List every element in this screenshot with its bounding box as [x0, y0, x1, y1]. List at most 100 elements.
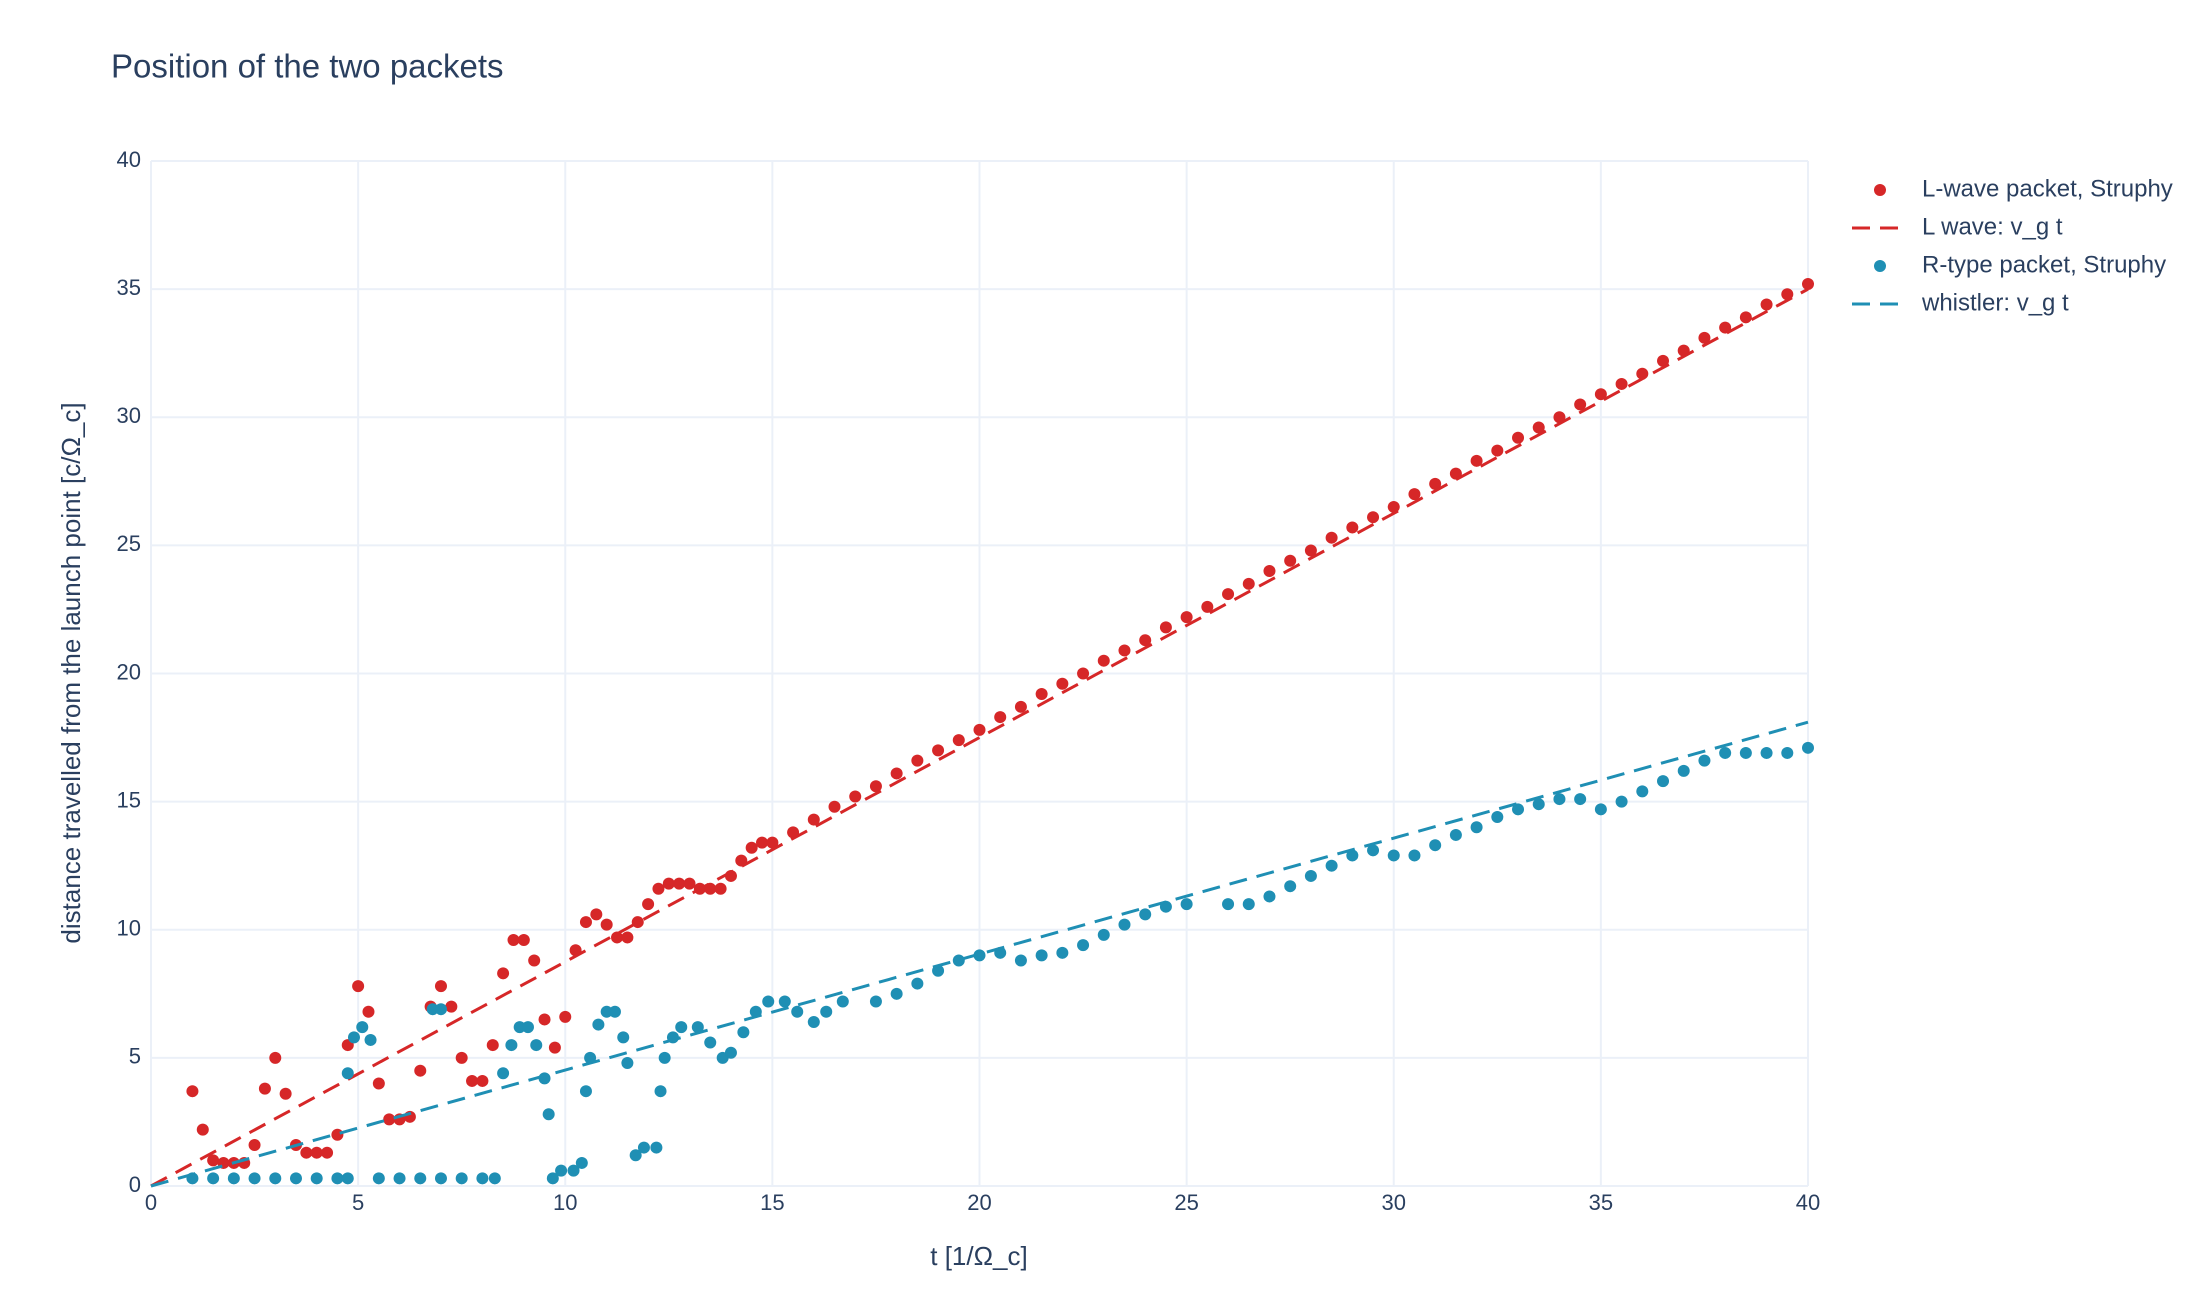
point — [617, 1031, 630, 1044]
point — [973, 949, 986, 962]
point — [869, 780, 882, 793]
point — [310, 1146, 323, 1159]
point — [1802, 278, 1814, 290]
point — [445, 1000, 458, 1013]
point — [828, 800, 841, 813]
point — [1263, 890, 1276, 903]
point — [269, 1051, 282, 1064]
point — [590, 908, 603, 921]
point — [820, 1005, 833, 1018]
point — [1242, 898, 1255, 911]
y-tick-label: 10 — [117, 916, 141, 941]
point — [608, 1005, 621, 1018]
legend-label: whistler: v_g t — [1921, 289, 2069, 316]
point — [555, 1164, 568, 1177]
point — [248, 1172, 261, 1185]
grid: 0 5 10 15 20 25 30 35 40 0 5 10 15 20 25 30 35 40 — [117, 147, 1821, 1215]
point — [1387, 500, 1400, 513]
point — [364, 1033, 377, 1046]
point — [890, 767, 903, 780]
point — [1553, 411, 1566, 424]
point — [1180, 898, 1193, 911]
point — [994, 711, 1007, 724]
point — [691, 1021, 704, 1034]
point — [1325, 531, 1338, 544]
point — [869, 995, 882, 1008]
point — [1014, 700, 1027, 713]
point — [1657, 775, 1670, 788]
point — [579, 1085, 592, 1098]
point — [546, 1172, 559, 1185]
point — [973, 723, 986, 736]
point — [1180, 611, 1193, 624]
point — [1532, 421, 1545, 434]
point — [1760, 746, 1773, 759]
point — [1739, 746, 1752, 759]
point — [1698, 331, 1711, 344]
point — [849, 790, 862, 803]
point — [836, 995, 849, 1008]
y-tick-label: 40 — [117, 147, 141, 172]
point — [1698, 754, 1711, 767]
point — [538, 1013, 551, 1026]
point — [476, 1172, 489, 1185]
point — [911, 977, 924, 990]
point — [1574, 793, 1587, 806]
y-tick-label: 15 — [117, 787, 141, 812]
point — [745, 841, 758, 854]
point — [258, 1082, 271, 1095]
point — [1201, 600, 1214, 613]
y-tick-label: 20 — [117, 659, 141, 684]
point — [675, 1021, 688, 1034]
point — [393, 1172, 406, 1185]
point — [559, 1010, 572, 1023]
point — [1615, 795, 1628, 808]
point — [227, 1172, 240, 1185]
x-axis-label: t [1/Ω_c] — [930, 1241, 1027, 1271]
point — [486, 1039, 499, 1052]
point — [1491, 811, 1504, 823]
point — [1118, 918, 1131, 931]
point — [1159, 621, 1172, 634]
point — [548, 1041, 561, 1054]
point — [654, 1085, 667, 1098]
point — [766, 836, 779, 849]
legend-symbol — [1874, 184, 1886, 196]
point — [466, 1074, 479, 1087]
legend-label: L wave: v_g t — [1922, 213, 2063, 240]
point — [1367, 511, 1380, 524]
chart-title: Position of the two packets — [111, 48, 504, 85]
point — [621, 1057, 634, 1069]
legend-label: R-type packet, Struphy — [1922, 251, 2166, 278]
point — [521, 1021, 534, 1034]
point — [414, 1064, 427, 1077]
point — [1677, 764, 1690, 777]
point — [248, 1139, 261, 1151]
point — [1636, 367, 1649, 380]
point — [426, 1003, 439, 1016]
point — [1014, 954, 1027, 967]
point — [1346, 521, 1359, 534]
point — [1470, 821, 1483, 834]
point — [352, 980, 365, 993]
x-tick-label: 30 — [1382, 1190, 1406, 1215]
point — [1035, 688, 1048, 700]
point — [414, 1172, 427, 1185]
point — [1325, 859, 1338, 872]
x-tick-label: 0 — [145, 1190, 157, 1215]
point — [1304, 869, 1317, 882]
point — [279, 1087, 292, 1100]
point — [347, 1031, 360, 1044]
point — [196, 1123, 209, 1136]
point — [488, 1172, 501, 1185]
point — [269, 1172, 282, 1185]
point — [1387, 849, 1400, 862]
point — [507, 934, 520, 946]
point — [1408, 849, 1421, 862]
point — [1056, 946, 1069, 959]
point — [1739, 311, 1752, 324]
point — [1553, 793, 1566, 806]
point — [662, 877, 675, 890]
point — [952, 954, 965, 967]
